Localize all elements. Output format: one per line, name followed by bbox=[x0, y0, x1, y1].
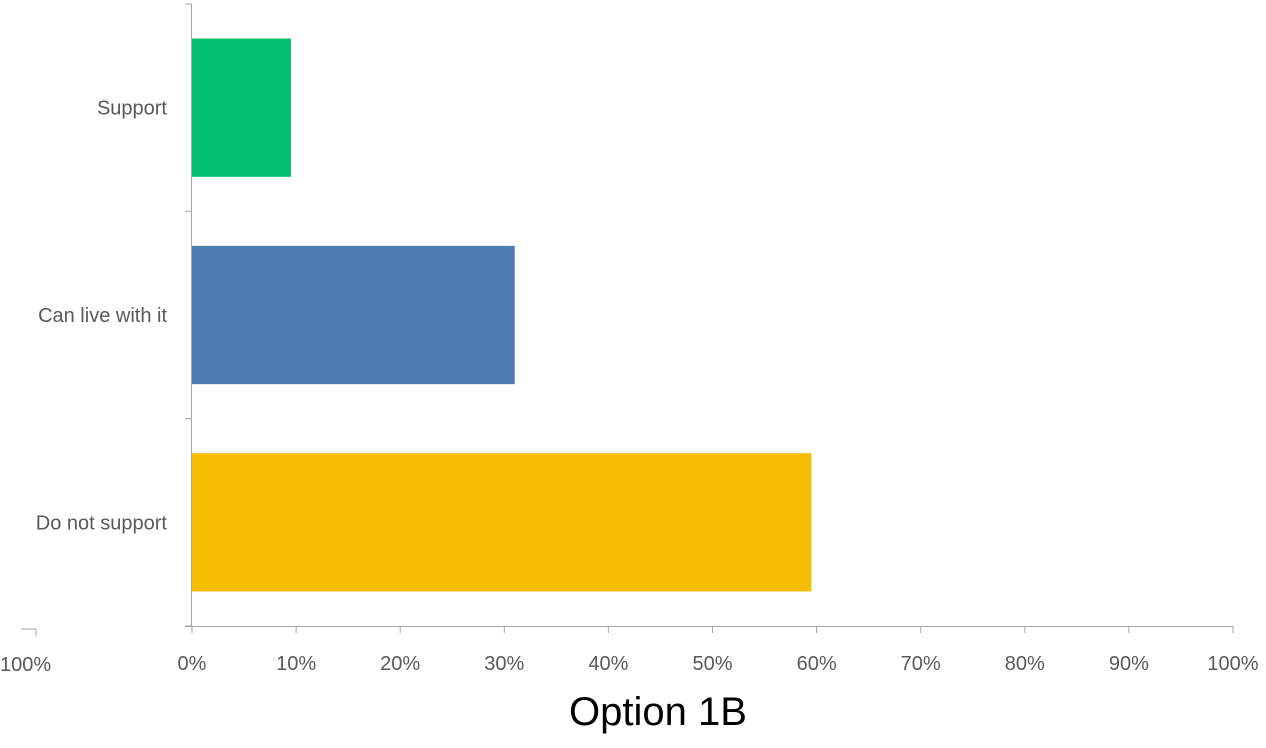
x-tick-label: 60% bbox=[797, 653, 837, 675]
x-tick-label: 70% bbox=[901, 653, 941, 675]
x-tick-label: 20% bbox=[380, 653, 420, 675]
labels: 0% 10% 20% 30% 40% 50% 60% 70% 80% 90% 100% 100% Sup… bbox=[0, 98, 1259, 676]
bar bbox=[192, 453, 812, 592]
x-tick-label: 100% bbox=[1207, 653, 1258, 675]
category-label: Support bbox=[97, 98, 167, 120]
category-label: Can live with it bbox=[38, 305, 167, 327]
secondary-tick-label: 100% bbox=[0, 654, 51, 676]
chart-title: Option 1B bbox=[569, 690, 747, 734]
axes bbox=[21, 3, 1234, 636]
x-tick-label: 40% bbox=[588, 653, 628, 675]
x-tick-label: 80% bbox=[1005, 653, 1045, 675]
bars bbox=[192, 38, 812, 592]
x-tick-label: 90% bbox=[1109, 653, 1149, 675]
bar bbox=[192, 245, 515, 385]
x-tick-label: 0% bbox=[178, 653, 207, 675]
x-tick-label: 30% bbox=[484, 653, 524, 675]
x-tick-label: 50% bbox=[692, 653, 732, 675]
category-label: Do not support bbox=[36, 512, 168, 534]
x-tick-label: 10% bbox=[276, 653, 316, 675]
bar bbox=[192, 38, 291, 177]
